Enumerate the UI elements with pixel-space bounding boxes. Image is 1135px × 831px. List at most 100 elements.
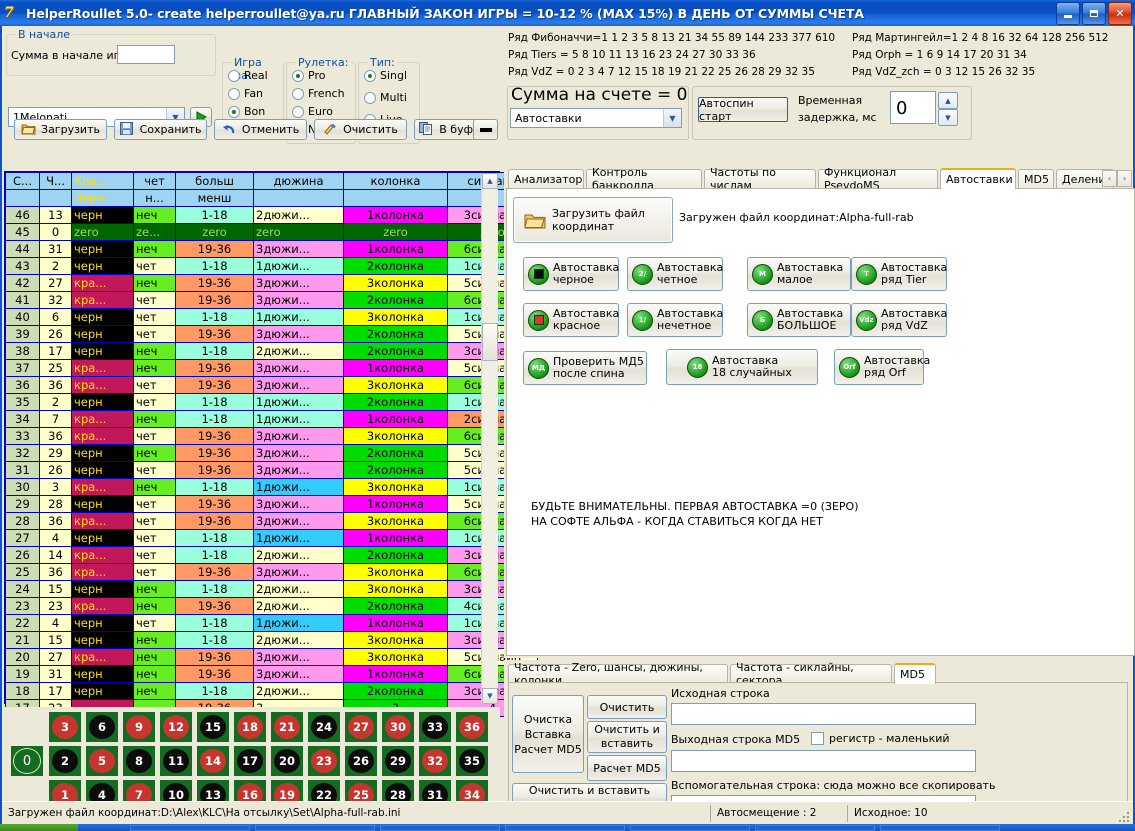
grid-cell[interactable]: 29 bbox=[39, 444, 72, 462]
table-row[interactable]: 224чернчет1-181дюжи...1колонка1сиклайнVd… bbox=[5, 614, 538, 632]
grid-cell[interactable]: неч bbox=[133, 206, 176, 224]
delay-value-field[interactable]: 0 bbox=[890, 91, 936, 124]
load-button[interactable]: Загрузить bbox=[14, 119, 107, 140]
grid-cell[interactable]: 2дюжи... bbox=[253, 580, 344, 598]
grid-cell[interactable]: чет bbox=[133, 376, 176, 394]
grid-cell[interactable]: 45 bbox=[5, 223, 40, 241]
grid-cell[interactable]: 1колонка bbox=[343, 359, 448, 377]
grid-cell[interactable]: 27 bbox=[39, 274, 72, 292]
grid-cell[interactable]: 3дюжи... bbox=[253, 240, 344, 258]
grid-cell[interactable]: 19-36 bbox=[175, 597, 254, 615]
grid-cell[interactable]: чет bbox=[133, 393, 176, 411]
check-md5-after-spin-button[interactable]: МД Проверить МД5 после спина bbox=[523, 351, 647, 385]
grid-cell[interactable]: 23 bbox=[39, 597, 72, 615]
clear-button[interactable]: Очистить bbox=[314, 119, 407, 140]
table-row[interactable]: 1931черннеч19-363дюжи...1колонка6сиклайн… bbox=[5, 665, 538, 683]
grid-cell[interactable]: 3дюжи... bbox=[253, 291, 344, 309]
resize-grip[interactable] bbox=[1117, 810, 1131, 824]
grid-cell[interactable]: 27 bbox=[39, 648, 72, 666]
grid-cell[interactable]: черн bbox=[71, 529, 134, 547]
autobet-button-черное[interactable]: Автоставка черное bbox=[523, 257, 619, 291]
grid-cell[interactable]: 1-18 bbox=[175, 529, 254, 547]
grid-cell[interactable]: 19-36 bbox=[175, 563, 254, 581]
grid-cell[interactable]: 2колонка bbox=[343, 682, 448, 700]
grid-cell[interactable]: черн bbox=[71, 308, 134, 326]
table-row[interactable]: 2836кра...чет19-363дюжи...3колонка6сикла… bbox=[5, 512, 538, 530]
board-cell-zero[interactable]: 0 bbox=[10, 745, 44, 777]
grid-cell[interactable]: zero bbox=[175, 223, 254, 241]
taskbar-item[interactable] bbox=[255, 825, 375, 831]
table-row[interactable]: 303кра...неч1-181дюжи...3колонка1сиклайн… bbox=[5, 478, 538, 496]
tab-analyzer[interactable]: Анализатор bbox=[508, 169, 584, 188]
taskbar-item[interactable] bbox=[880, 825, 1000, 831]
grid-cell[interactable]: 25 bbox=[5, 563, 40, 581]
table-row[interactable]: 1817черннеч1-182дюжи...2колонка3сиклайнO… bbox=[5, 682, 538, 700]
table-row[interactable]: 432чернчет1-181дюжи...2колонка1сиклайнVd… bbox=[5, 257, 538, 275]
grid-cell[interactable]: 3дюжи... bbox=[253, 461, 344, 479]
grid-cell[interactable]: 1колонка bbox=[343, 410, 448, 428]
grid-cell[interactable]: 2 bbox=[39, 257, 72, 275]
radio-french[interactable]: French bbox=[292, 85, 345, 102]
grid-cell[interactable]: кра... bbox=[71, 563, 134, 581]
board-cell[interactable]: 9 bbox=[122, 711, 156, 743]
delay-spinner-down[interactable]: ▼ bbox=[938, 109, 958, 126]
board-cell[interactable]: 33 bbox=[418, 711, 452, 743]
table-row[interactable]: 2536кра...чет19-363дюжи...3колонка6сикла… bbox=[5, 563, 538, 581]
autobet-button-четное[interactable]: 2/Автоставка четное bbox=[627, 257, 723, 291]
grid-cell[interactable]: 36 bbox=[39, 427, 72, 445]
table-row[interactable]: 2115черннеч1-182дюжи...3колонка3сиклайнV… bbox=[5, 631, 538, 649]
scroll-down-icon[interactable]: ▼ bbox=[482, 688, 498, 704]
board-cell[interactable]: 21 bbox=[270, 711, 304, 743]
grid-cell[interactable]: 36 bbox=[39, 512, 72, 530]
grid-cell[interactable]: 3колонка bbox=[343, 580, 448, 598]
chevron-down-icon[interactable]: ▼ bbox=[663, 109, 681, 127]
grid-cell[interactable]: кра... bbox=[71, 274, 134, 292]
grid-cell[interactable]: 2колонка bbox=[343, 291, 448, 309]
grid-cell[interactable]: 1-18 bbox=[175, 631, 254, 649]
grid-cell[interactable]: 2 bbox=[39, 393, 72, 411]
grid-cell[interactable]: черн bbox=[71, 682, 134, 700]
table-row[interactable]: 3817черннеч1-182дюжи...2колонка3сиклайнO… bbox=[5, 342, 538, 360]
radio-real[interactable]: Real bbox=[228, 67, 268, 84]
scroll-up-icon[interactable]: ▲ bbox=[482, 173, 498, 189]
grid-cell[interactable]: zero bbox=[343, 223, 448, 241]
grid-cell[interactable]: 3дюжи... bbox=[253, 495, 344, 513]
grid-cell[interactable]: чет bbox=[133, 461, 176, 479]
grid-cell[interactable]: 26 bbox=[39, 461, 72, 479]
clean-paste-calc-md5-button[interactable]: Очистка Вставка Расчет MD5 bbox=[512, 695, 584, 773]
board-cell[interactable]: 36 bbox=[455, 711, 489, 743]
table-row[interactable]: 4227кра...неч19-363дюжи...3колонка5сикла… bbox=[5, 274, 538, 292]
table-row[interactable]: 3336кра...чет19-363дюжи...3колонка6сикла… bbox=[5, 427, 538, 445]
taskbar-item[interactable] bbox=[130, 825, 250, 831]
grid-cell[interactable]: 1-18 bbox=[175, 478, 254, 496]
tab-scroll-left-icon[interactable]: ‹ bbox=[1102, 170, 1117, 187]
board-cell[interactable]: 15 bbox=[196, 711, 230, 743]
grid-cell[interactable]: 1-18 bbox=[175, 308, 254, 326]
grid-cell[interactable]: 13 bbox=[39, 206, 72, 224]
grid-header-cell[interactable]: н... bbox=[133, 189, 176, 207]
grid-header-cell[interactable]: Черн bbox=[71, 189, 134, 207]
grid-cell[interactable]: черн bbox=[71, 206, 134, 224]
grid-cell[interactable]: 3колонка bbox=[343, 512, 448, 530]
grid-cell[interactable]: 23 bbox=[5, 597, 40, 615]
grid-cell[interactable]: 2колонка bbox=[343, 257, 448, 275]
grid-cell[interactable]: 43 bbox=[5, 257, 40, 275]
tab-autobets[interactable]: Автоставки bbox=[940, 168, 1016, 189]
grid-cell[interactable]: кра... bbox=[71, 597, 134, 615]
grid-cell[interactable]: 3дюжи... bbox=[253, 444, 344, 462]
grid-header-cell[interactable]: Кра... bbox=[71, 172, 134, 190]
grid-cell[interactable]: 31 bbox=[39, 240, 72, 258]
grid-cell[interactable]: 36 bbox=[39, 563, 72, 581]
grid-cell[interactable]: 1-18 bbox=[175, 614, 254, 632]
grid-cell[interactable]: 2колонка bbox=[343, 546, 448, 564]
grid-cell[interactable]: черн bbox=[71, 444, 134, 462]
grid-cell[interactable]: 27 bbox=[5, 529, 40, 547]
grid-cell[interactable]: чет bbox=[133, 614, 176, 632]
grid-cell[interactable]: черн bbox=[71, 325, 134, 343]
board-cell[interactable]: 26 bbox=[344, 745, 378, 777]
grid-cell[interactable]: 2дюжи... bbox=[253, 206, 344, 224]
grid-header-cell[interactable]: менш bbox=[175, 189, 254, 207]
grid-cell[interactable]: 3колонка bbox=[343, 631, 448, 649]
tab-scroll-right-icon[interactable]: › bbox=[1117, 170, 1132, 187]
grid-cell[interactable]: чет bbox=[133, 546, 176, 564]
